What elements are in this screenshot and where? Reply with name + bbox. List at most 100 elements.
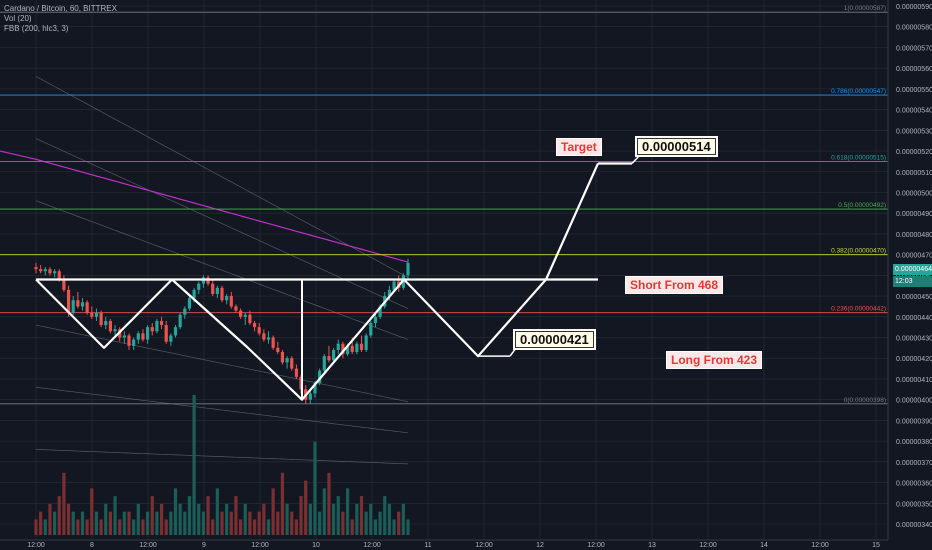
volume-bar [308,503,312,535]
volume-bar [99,519,103,535]
price-tick-label: 0.00000540 [896,108,932,115]
volume-bar [280,472,285,535]
volume-bar [211,519,215,535]
candle-body [234,306,238,311]
candle-body [252,323,257,328]
candle-body [248,314,252,324]
volume-bar [43,519,47,535]
volume-bar [299,496,303,535]
volume-bar [150,496,154,535]
time-tick-label: 12 [536,542,544,549]
volume-bar [369,503,373,535]
price-tick-label: 0.00000430 [896,336,932,343]
time-axis[interactable]: 12:00 8 12:00 9 12:00 10 12:00 11 12:00 12 12:00 13… [0,539,888,549]
candle-body [173,327,178,336]
candle-body [215,287,219,295]
candle-body [155,320,159,332]
target-callout[interactable]: 0.00000514 [635,136,718,157]
candle-body [373,316,378,324]
price-tick-label: 0.00000360 [896,481,932,488]
target-label: Target [556,138,602,156]
candle-body [169,335,173,342]
volume-bar [183,511,187,535]
volume-bar [76,519,80,535]
volume-bar [336,496,340,535]
candle-body [290,358,294,369]
price-tick-label: 0.00000400 [896,398,932,405]
volume-bar [304,480,308,535]
volume-bar [355,503,359,535]
time-tick-label: 8 [90,542,94,549]
volume-bar [392,519,396,535]
candle-body [39,269,43,272]
candle-body [132,339,136,346]
candle-body [406,262,410,276]
candle-body [85,302,89,313]
price-tick-label: 0.00000420 [896,356,932,363]
pattern-drawing[interactable] [35,154,641,401]
candle-body [90,312,94,317]
candle-body [192,289,196,299]
candle-body [225,296,229,301]
candle-body [378,306,382,317]
volume-bar [173,488,178,535]
candle-body [243,314,247,317]
candle-body [262,333,266,340]
price-tick-label: 0.00000390 [896,418,932,425]
time-tick-label: 12:00 [811,542,829,549]
price-axis[interactable]: 0.00000590 0.00000580 0.00000570 0.00000560… [887,0,932,550]
volume-bar [359,496,364,535]
dip-callout[interactable]: 0.00000421 [513,329,596,350]
volume-bar [164,519,168,535]
candle-body [146,327,150,340]
volume-bar [206,496,210,535]
candle-body [318,370,322,384]
time-tick-label: 12:00 [475,542,493,549]
candle-body [164,325,168,342]
volume-bar [229,511,233,535]
volume-bar [220,511,224,535]
candle-body [178,314,182,328]
price-tick-label: 0.00000470 [896,253,932,260]
price-tick-label: 0.00000410 [896,377,932,384]
candle-body [159,320,164,326]
volume-bar [239,519,243,535]
volume-bar [332,503,336,535]
volume-bar [155,511,159,535]
candle-body [53,271,57,274]
price-tick-label: 0.00000580 [896,25,932,32]
band-line [35,324,409,403]
volume-bar [34,519,38,535]
candle-body [332,349,336,361]
candle-body [387,289,391,297]
price-tick-label: 0.00000590 [896,4,932,11]
volume-bar [271,488,275,535]
candle-body [369,323,373,336]
volume-bar [192,395,196,535]
volume-bar [178,503,182,535]
symbol-title: Cardano / Bitcoin, 60, BITTREX [4,4,117,13]
candle-body [57,271,61,280]
price-tick-label: 0.00000550 [896,87,932,94]
price-tick-label: 0.00000450 [896,294,932,301]
volume-bar [94,511,99,535]
candle-body [113,329,117,332]
volume-bar [53,511,57,535]
last-price-tag: 0.00000464 [893,264,932,275]
candle-body [104,320,108,326]
fib-level-label: 0.618(0.00000515) [831,154,886,161]
volume-bar [127,511,131,535]
time-tick-label: 12:00 [27,542,45,549]
volume-bar [169,511,173,535]
candle-body [294,368,298,377]
fib-retracement-levels: 1(0.00000587) 0.786(0.00000547) 0.618(0.00… [0,5,888,405]
time-tick-label: 10 [312,542,320,549]
candle-body [48,269,52,274]
volume-bars [34,395,410,535]
volume-bar [215,488,219,535]
candle-body [71,300,75,313]
volume-bar [313,441,317,535]
volume-bar [243,503,247,535]
volume-bar [318,511,322,535]
